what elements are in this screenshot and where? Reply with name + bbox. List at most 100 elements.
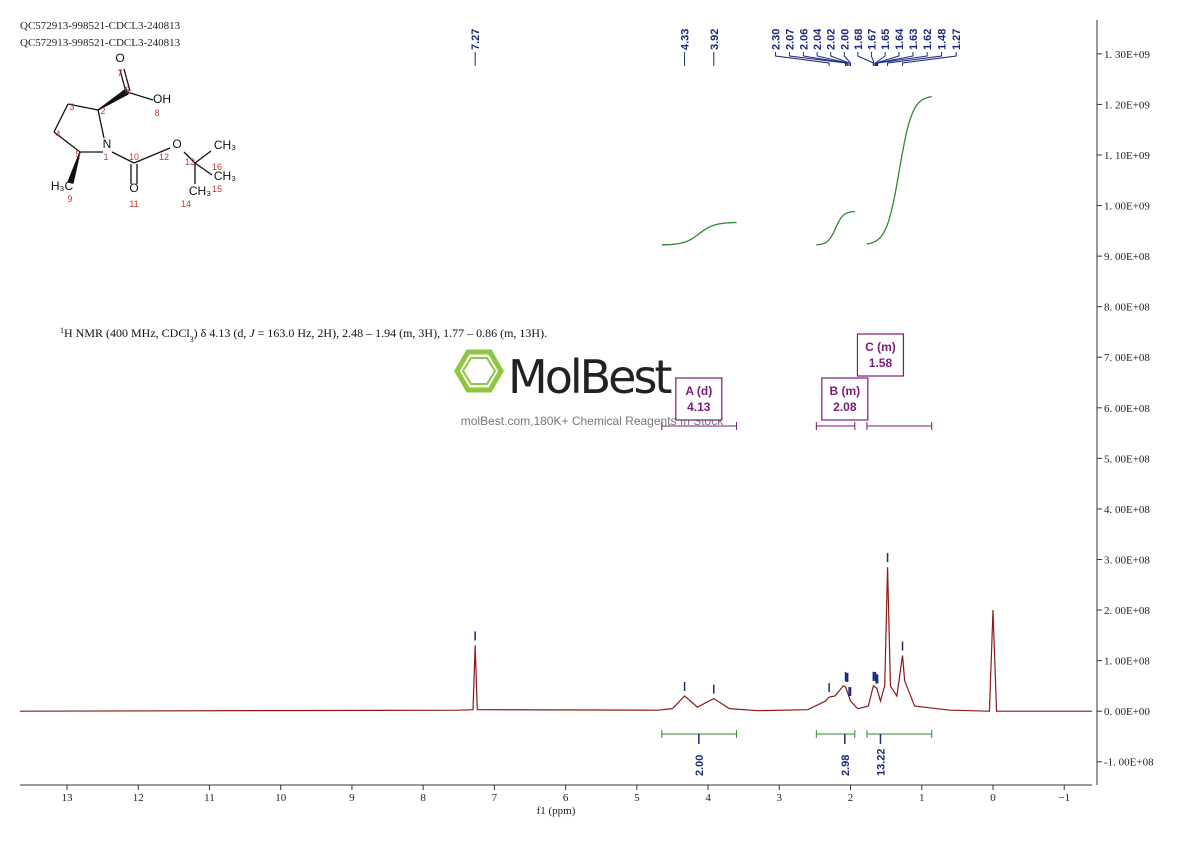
atom-number: 8 (154, 108, 159, 118)
y-tick-label: 1. 00E+09 (1104, 201, 1150, 213)
description-part: ) δ 4.13 (d, (194, 326, 250, 340)
atom-label: O (172, 137, 181, 151)
logo-hexagon (454, 349, 504, 393)
x-tick-label: 9 (349, 792, 355, 804)
atom-number: 10 (129, 152, 139, 162)
header-line: QC572913-998521-CDCL3-240813 (20, 20, 181, 32)
y-tick-label: 1. 00E+08 (1104, 656, 1150, 668)
multiplet-shift: 1.58 (869, 356, 893, 370)
atom-number: 16 (212, 162, 222, 172)
peak-label: 2.07 (785, 29, 797, 50)
y-tick-label: 5. 00E+08 (1104, 453, 1150, 465)
x-tick-label: −1 (1058, 792, 1070, 804)
peak-label: 1.48 (937, 29, 949, 50)
multiplet-name: C (m) (865, 340, 896, 354)
multiplet-box (821, 377, 869, 421)
peak-connector (816, 52, 849, 66)
atom-number: 2 (100, 106, 105, 116)
x-tick-label: 11 (204, 792, 215, 804)
peak-label: 1.62 (922, 29, 934, 50)
description-part: 1 (60, 326, 64, 335)
molecule (53, 68, 213, 184)
nmr-description: 1H NMR (400 MHz, CDCl3) δ 4.13 (d, J = 1… (60, 326, 547, 344)
y-tick-label: 4. 00E+08 (1104, 504, 1150, 516)
y-tick-label: 6. 00E+08 (1104, 403, 1150, 415)
multiplet-shift: 2.08 (833, 400, 857, 414)
y-tick-label: 1. 20E+09 (1104, 99, 1150, 111)
x-tick-label: 12 (133, 792, 144, 804)
y-tick-label: 3. 00E+08 (1104, 554, 1150, 566)
ring-bonds (53, 103, 105, 153)
peak-label: 7.27 (470, 29, 482, 50)
peak-label: 1.65 (880, 29, 892, 50)
x-tick-label: 4 (705, 792, 711, 804)
x-tick-label: 13 (62, 792, 74, 804)
integral-curve (816, 210, 855, 246)
peak-connector (857, 52, 874, 66)
x-tick-label: 3 (777, 792, 783, 804)
peak-label: 2.30 (770, 29, 782, 50)
multiplet-box (856, 333, 905, 377)
description-part: 3 (190, 335, 194, 344)
peak-connector (874, 52, 886, 66)
peak-connector (877, 52, 928, 66)
peak-label: 3.92 (709, 29, 721, 50)
peak-connector (843, 52, 852, 66)
integral-curve (661, 221, 737, 246)
logo-text: MolBest (508, 350, 671, 404)
y-tick-label: 2. 00E+08 (1104, 605, 1150, 617)
integral-label: 2.98 (840, 755, 852, 776)
y-tick-label: 7. 00E+08 (1104, 352, 1150, 364)
tagline: molBest.com,180K+ Chemical Reagents In S… (461, 414, 724, 428)
y-tick-label: -1. 00E+08 (1104, 757, 1154, 769)
peak-label: 2.04 (812, 28, 824, 50)
peak-label: 4.33 (680, 29, 692, 50)
atom-label: CH₃ (214, 138, 236, 152)
atom-label: H₃C (51, 179, 74, 193)
peak-label: 2.06 (798, 29, 810, 50)
header-line: QC572913-998521-CDCL3-240813 (20, 37, 181, 49)
multiplet-box (675, 377, 723, 421)
integral-label: 2.00 (694, 755, 706, 776)
peak-connector (802, 52, 847, 66)
peak-connector (876, 52, 914, 66)
atom-number: 1 (103, 152, 108, 162)
atom-label: CH₃ (189, 184, 211, 198)
atom-label: OH (153, 92, 171, 106)
x-tick-label: 6 (563, 792, 569, 804)
atom-number: 6 (124, 85, 129, 95)
y-tick-label: 9. 00E+08 (1104, 251, 1150, 263)
atom-number: 3 (69, 102, 74, 112)
x-tick-label: 5 (634, 792, 640, 804)
description-part: H NMR (400 MHz, CDCl (64, 326, 190, 340)
x-tick-label: 8 (420, 792, 426, 804)
description-part: = 163.0 Hz, 2H), 2.48 – 1.94 (m, 3H), 1.… (255, 326, 547, 340)
atom-label: CH₃ (214, 169, 236, 183)
description-part: J (249, 326, 255, 340)
y-tick-label: 0. 00E+00 (1104, 706, 1150, 718)
atom-number: 7 (117, 68, 122, 78)
peak-connector (774, 52, 830, 66)
multiplet-shift: 4.13 (687, 400, 711, 414)
atom-label: O (115, 51, 124, 65)
integral-label: 13.22 (875, 748, 887, 776)
x-axis-label: f1 (ppm) (537, 805, 576, 817)
bonds (111, 68, 213, 184)
y-tick-label: 1. 30E+09 (1104, 49, 1150, 61)
peak-connector (875, 52, 900, 66)
logo (454, 349, 504, 393)
atom-number: 11 (129, 199, 138, 209)
atom-number: 15 (212, 184, 222, 194)
atom-number: 13 (185, 157, 195, 167)
y-tick-label: 1. 10E+09 (1104, 150, 1150, 162)
peak-label: 1.63 (908, 29, 920, 50)
atom-number: 9 (67, 194, 72, 204)
peak-label: 1.64 (894, 28, 906, 50)
x-tick-label: 10 (275, 792, 287, 804)
wedge-bond (97, 87, 129, 111)
x-tick-label: 1 (919, 792, 925, 804)
peak-label: 2.02 (826, 29, 838, 50)
x-tick-label: 7 (492, 792, 498, 804)
peak-label: 1.68 (853, 29, 865, 50)
peak-connector (870, 52, 875, 66)
